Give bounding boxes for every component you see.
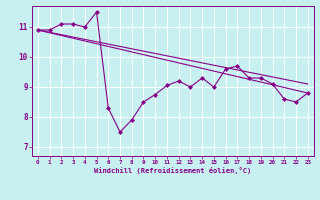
- X-axis label: Windchill (Refroidissement éolien,°C): Windchill (Refroidissement éolien,°C): [94, 167, 252, 174]
